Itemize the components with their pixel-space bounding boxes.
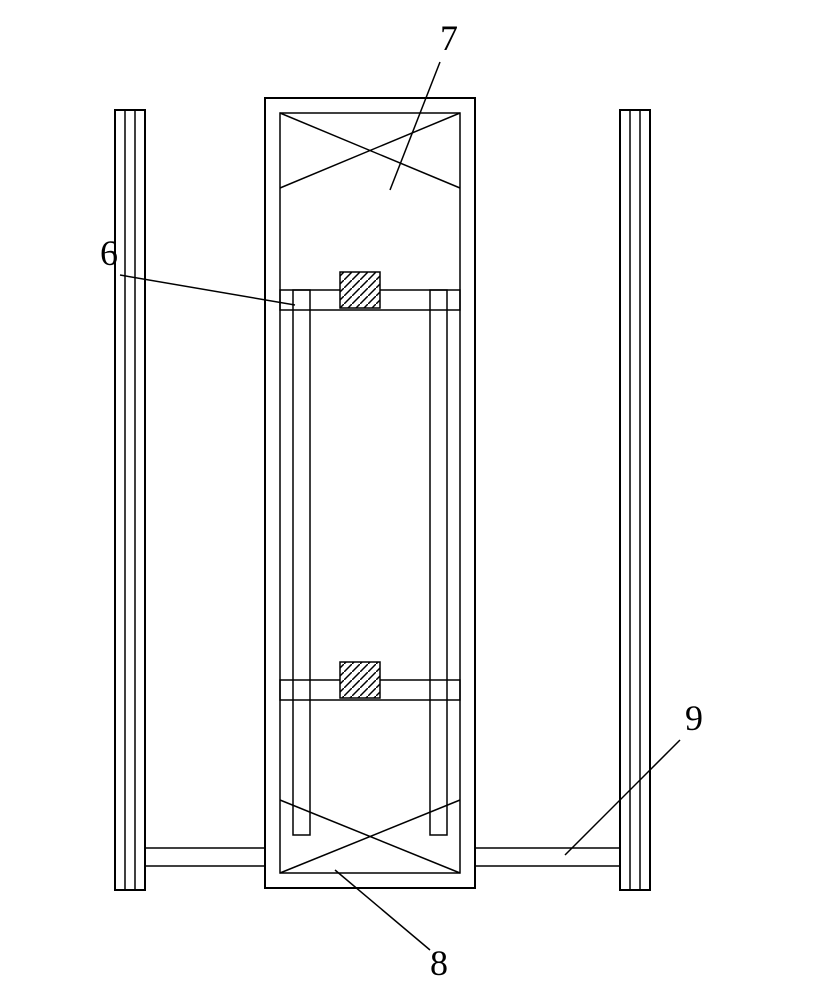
technical-diagram: 6 7 8 9 <box>0 0 822 1000</box>
label-6: 6 <box>100 233 118 273</box>
label-7: 7 <box>440 18 458 58</box>
label-8: 8 <box>430 943 448 983</box>
label-9: 9 <box>685 698 703 738</box>
